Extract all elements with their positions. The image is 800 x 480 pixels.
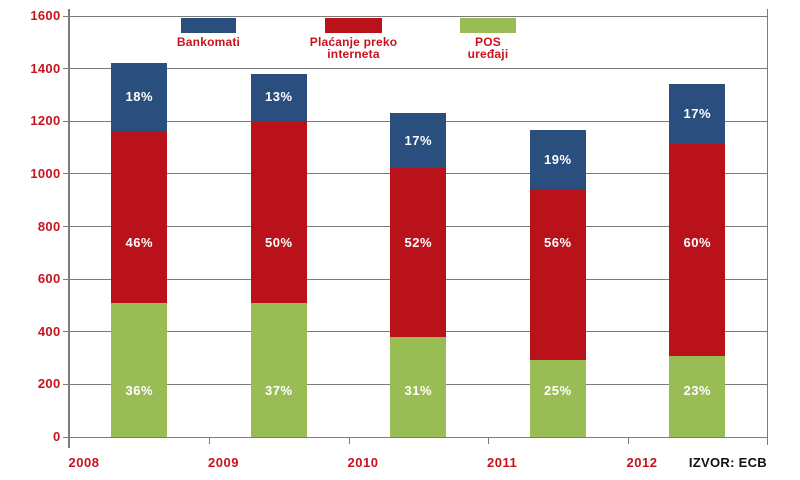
bar-segment-internet — [669, 144, 726, 356]
bar-percent-label: 31% — [404, 383, 433, 398]
y-axis-tick-label: 200 — [37, 376, 61, 392]
source-note: IZVOR: ECB — [688, 455, 767, 470]
x-axis-tick — [627, 437, 629, 444]
bar-segment-internet — [111, 130, 168, 303]
x-axis-tick — [209, 437, 210, 444]
bar-segment-bankomati — [111, 63, 168, 131]
x-axis-category-label: 2010 — [347, 455, 379, 470]
bar-percent-label: 18% — [125, 89, 154, 105]
legend-swatch-pos — [460, 18, 516, 33]
plot-right-border — [766, 9, 768, 445]
bar-segment-bankomati — [250, 73, 307, 121]
bar-segment-pos — [111, 302, 168, 437]
bar-percent-label: 37% — [264, 383, 293, 398]
bar-percent-label: 50% — [264, 235, 293, 250]
x-axis-tick — [348, 437, 350, 444]
y-axis-tick-label: 1200 — [30, 113, 61, 129]
bar-segment-internet — [390, 168, 447, 337]
x-axis-category-label: 2008 — [68, 455, 100, 470]
y-axis-tick-label: 1400 — [30, 60, 61, 76]
bar-percent-label: 13% — [264, 89, 293, 105]
bar-percent-label: 17% — [404, 132, 433, 148]
x-axis-category-label: 2009 — [208, 455, 239, 470]
legend-swatch-internet — [325, 18, 382, 33]
bar-segment-bankomati — [529, 130, 586, 189]
legend-label-internet: Plaćanje preko interneta — [309, 35, 398, 61]
legend-label-pos: POS uređaji — [467, 35, 509, 61]
bar-segment-pos — [669, 355, 726, 437]
legend-swatch-bankomati — [181, 18, 236, 33]
y-axis-tick-label: 1000 — [30, 165, 61, 181]
y-axis-tick-label: 600 — [37, 271, 61, 287]
y-axis-tick-label: 0 — [52, 429, 61, 444]
bar-segment-pos — [529, 360, 586, 437]
bar-percent-label: 52% — [404, 235, 433, 250]
bar-percent-label: 19% — [543, 151, 572, 167]
x-axis-tick — [488, 437, 489, 444]
bar-segment-bankomati — [390, 113, 447, 169]
bar-percent-label: 17% — [683, 106, 712, 122]
y-axis-line — [68, 9, 70, 448]
bar-percent-label: 60% — [683, 235, 712, 250]
y-axis-tick-label: 1600 — [30, 8, 61, 23]
bar-segment-internet — [250, 120, 307, 303]
bar-percent-label: 46% — [125, 235, 154, 250]
bar-segment-internet — [529, 188, 586, 361]
bar-percent-label: 56% — [543, 235, 572, 250]
y-axis-tick-label: 800 — [37, 218, 61, 234]
bar-percent-label: 36% — [125, 383, 154, 398]
x-axis-category-label: 2011 — [487, 455, 518, 470]
bar-segment-pos — [390, 336, 447, 437]
bar-segment-bankomati — [669, 84, 726, 145]
gridline — [62, 68, 767, 70]
legend-label-bankomati: Bankomati — [176, 35, 241, 49]
y-axis-tick-label: 400 — [37, 323, 61, 339]
bar-percent-label: 23% — [683, 383, 712, 398]
x-axis-category-label: 2012 — [626, 455, 658, 470]
gridline — [62, 436, 767, 438]
gridline — [62, 15, 767, 17]
bar-percent-label: 25% — [543, 383, 572, 398]
bar-segment-pos — [250, 302, 307, 437]
